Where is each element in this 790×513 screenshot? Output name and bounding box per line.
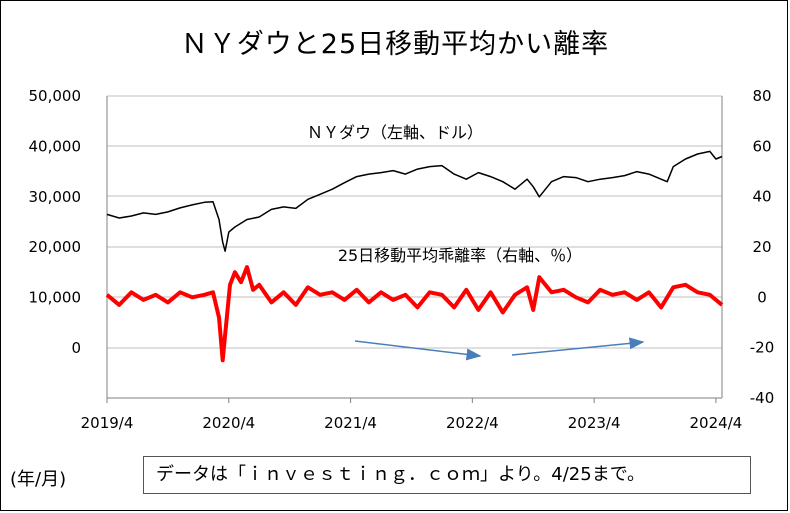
x-tick-label: 2019/4 <box>81 414 134 432</box>
y-right-tick-label: 60 <box>752 137 771 155</box>
deviation-series-line <box>105 265 724 363</box>
dow-series-label: ＮＹダウ（左軸、ドル） <box>307 123 483 142</box>
y-right-tick-label: -40 <box>750 389 775 407</box>
source-note-text: データは「ｉｎｖｅｓｔｉｎｇ．ｃｏｍ」より。4/25まで。 <box>156 464 645 485</box>
trend-arrow-down <box>354 340 482 361</box>
y-left-tick-label: 50,000 <box>29 87 82 105</box>
y-right-tick-label: -20 <box>750 339 775 357</box>
y-left-tick-label: 30,000 <box>29 188 82 206</box>
y-left-tick-label: 40,000 <box>29 137 82 155</box>
dow-series-line <box>106 150 723 252</box>
deviation-series-label: 25日移動平均乖離率（右軸、％） <box>338 246 582 265</box>
x-tick-label: 2024/4 <box>690 414 743 432</box>
x-axis-unit-note: (年/月) <box>10 469 67 490</box>
y-right-tick-label: 0 <box>757 288 767 306</box>
y-right-tick-label: 80 <box>752 87 771 105</box>
x-tick-label: 2023/4 <box>568 414 621 432</box>
y-right-tick-label: 20 <box>752 238 771 256</box>
y-left-tick-label: 0 <box>71 339 81 357</box>
x-tick-label: 2022/4 <box>446 414 499 432</box>
y-left-tick-label: 10,000 <box>29 289 82 307</box>
chart-title: ＮＹダウと25日移動平均かい離率 <box>180 29 610 60</box>
y-left-tick-label: 20,000 <box>29 238 82 256</box>
source-note-box: データは「ｉｎｖｅｓｔｉｎｇ．ｃｏｍ」より。4/25まで。 <box>143 456 751 494</box>
trend-arrow-up <box>511 337 645 356</box>
y-right-tick-label: 40 <box>752 188 771 206</box>
x-tick-label: 2021/4 <box>324 414 377 432</box>
x-tick-label: 2020/4 <box>202 414 255 432</box>
